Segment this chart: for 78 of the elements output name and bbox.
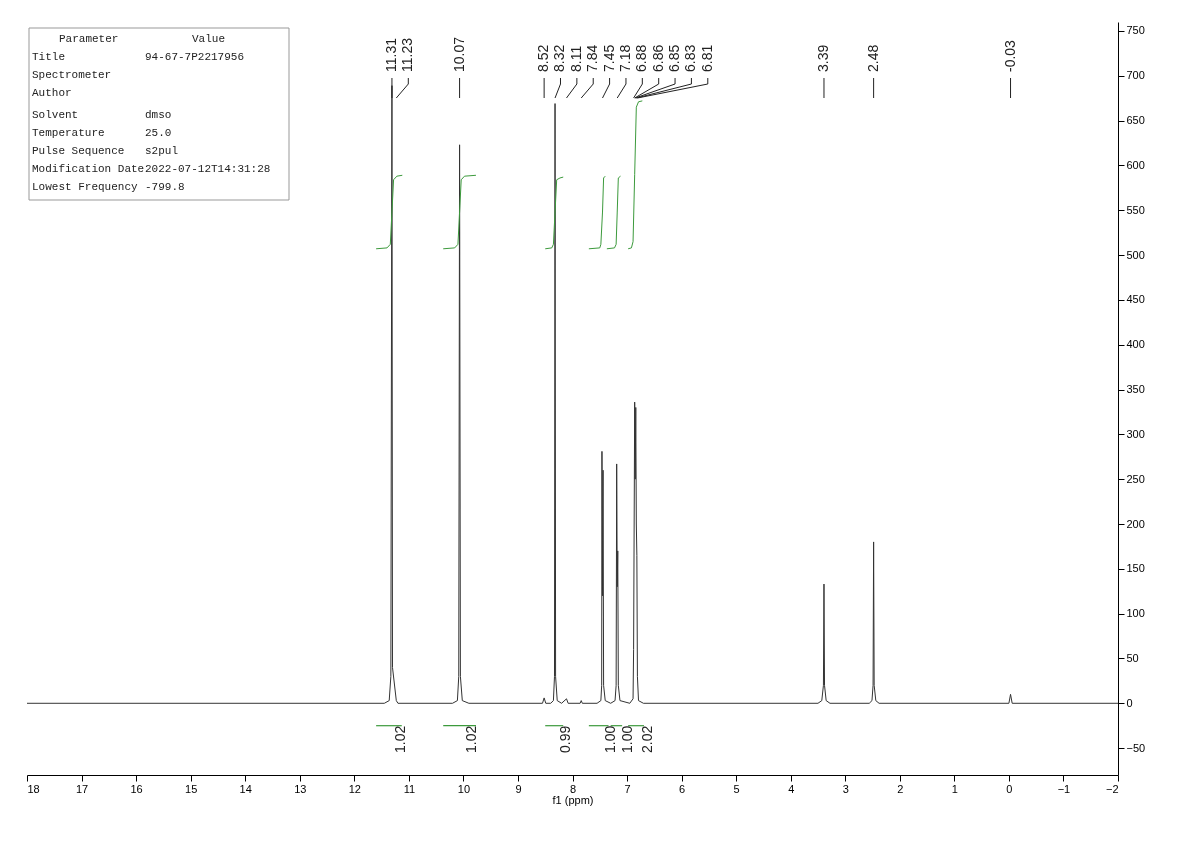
y-tick-label: 450 (1126, 293, 1145, 306)
annotation: dmso (145, 109, 172, 121)
y-tick-label: −50 (1126, 741, 1146, 754)
x-axis-title: f1 (ppm) (552, 793, 594, 806)
annotation: s2pul (145, 145, 179, 157)
annotation: -799.8 (145, 181, 185, 193)
annotation: 94-67-7P2217956 (145, 51, 245, 63)
x-tick-label: 3 (842, 782, 849, 795)
annotation: 0.99 (557, 725, 574, 753)
x-tick-label: −1 (1057, 782, 1071, 795)
annotation: 7.45 (600, 44, 617, 72)
y-tick-label: 100 (1126, 607, 1145, 620)
y-tick-label: 350 (1126, 383, 1145, 396)
annotation: Temperature (32, 127, 105, 139)
annotation: 1.00 (618, 725, 635, 753)
annotation: 6.83 (682, 44, 699, 72)
y-tick-label: 600 (1126, 158, 1145, 171)
x-tick-label: 17 (75, 782, 89, 795)
x-tick-label: 5 (733, 782, 740, 795)
annotation: 8.32 (551, 44, 568, 72)
x-tick-label: 12 (348, 782, 361, 795)
annotation: Pulse Sequence (32, 145, 125, 157)
x-tick-label: 9 (515, 782, 522, 795)
y-tick-label: 400 (1126, 338, 1145, 351)
annotation: 11.31 (382, 37, 399, 72)
y-tick-label: 0 (1126, 696, 1133, 709)
x-tick-label: 10 (457, 782, 471, 795)
y-tick-label: 650 (1126, 114, 1145, 127)
x-tick-label: 13 (294, 782, 307, 795)
annotation: Lowest Frequency (32, 181, 139, 193)
annotation: Author (32, 87, 72, 99)
annotation: 6.81 (698, 44, 715, 72)
annotation: 3.39 (814, 44, 831, 72)
annotation: Title (32, 51, 66, 63)
x-tick-label: 4 (788, 782, 795, 795)
y-tick-label: 300 (1126, 427, 1145, 440)
x-tick-label: 18 (27, 782, 40, 795)
y-tick-label: 550 (1126, 203, 1145, 216)
x-tick-label: 2 (897, 782, 904, 795)
annotation: Value (192, 33, 226, 45)
annotation: Modification Date (32, 163, 145, 175)
x-tick-label: 11 (403, 782, 416, 795)
y-tick-label: 200 (1126, 517, 1145, 530)
annotation: 1.02 (391, 725, 408, 753)
annotation: 2022-07-12T14:31:28 (145, 163, 271, 175)
annotation: 1.00 (602, 725, 619, 753)
annotation: 11.23 (399, 37, 416, 72)
annotation: 6.88 (633, 44, 650, 72)
annotation: 7.18 (616, 44, 633, 72)
x-tick-label: 15 (185, 782, 198, 795)
annotation: 2.02 (639, 725, 656, 753)
annotation: Parameter (59, 33, 119, 45)
annotation: Spectrometer (32, 69, 112, 81)
annotation: Solvent (32, 109, 79, 121)
annotation: 8.52 (535, 44, 552, 72)
y-tick-label: 700 (1126, 69, 1145, 82)
x-tick-label: 14 (239, 782, 252, 795)
y-tick-label: 500 (1126, 248, 1145, 261)
x-tick-label: 6 (679, 782, 686, 795)
annotation: 8.11 (567, 45, 584, 72)
annotation: 10.07 (450, 36, 467, 72)
x-tick-label: 1 (951, 782, 958, 795)
annotation: -0.03 (1001, 39, 1018, 72)
annotation: 7.84 (584, 44, 601, 72)
x-tick-label: 0 (1006, 782, 1013, 795)
y-tick-label: 250 (1126, 472, 1145, 485)
annotation: 6.86 (649, 44, 666, 72)
y-tick-label: 750 (1126, 24, 1145, 37)
y-tick-label: 150 (1126, 562, 1145, 575)
annotation: 6.85 (666, 44, 683, 72)
x-tick-label: 8 (569, 782, 577, 795)
annotation: 1.02 (462, 725, 479, 753)
annotation: 25.0 (145, 127, 172, 139)
annotation: 2.48 (864, 44, 881, 72)
x-tick-label: −2 (1105, 782, 1119, 795)
y-tick-label: 50 (1126, 651, 1139, 664)
x-tick-label: 16 (130, 782, 143, 795)
x-tick-label: 7 (624, 782, 631, 795)
